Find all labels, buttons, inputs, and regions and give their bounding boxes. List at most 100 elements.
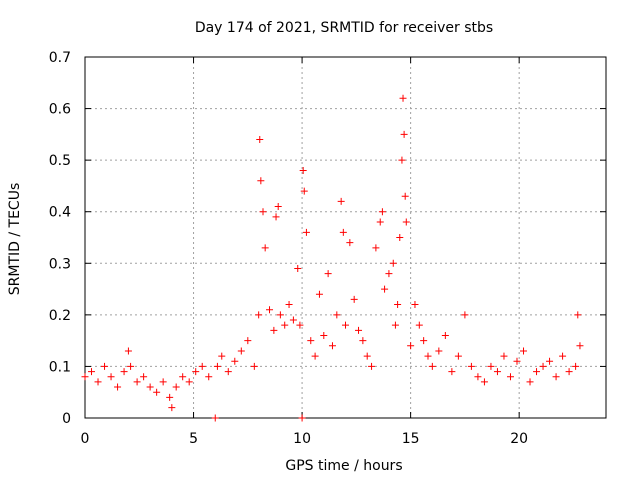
- y-tick-label: 0: [62, 411, 71, 427]
- data-point: [255, 311, 263, 319]
- data-point: [257, 177, 265, 185]
- data-point: [140, 373, 148, 381]
- data-point: [372, 244, 380, 252]
- data-point: [274, 203, 282, 211]
- data-point: [307, 337, 315, 345]
- data-point: [448, 368, 456, 376]
- data-point: [394, 301, 402, 309]
- y-tick-label: 0.6: [49, 102, 71, 118]
- data-point: [350, 295, 358, 303]
- data-point: [179, 373, 187, 381]
- data-point: [281, 321, 289, 329]
- x-axis-label: GPS time / hours: [285, 458, 402, 474]
- data-point: [94, 378, 102, 386]
- data-point: [493, 368, 501, 376]
- data-point: [480, 378, 488, 386]
- data-point: [315, 290, 323, 298]
- data-point: [166, 393, 174, 401]
- data-point: [107, 373, 115, 381]
- x-tick-label: 15: [402, 431, 420, 447]
- data-point: [400, 130, 408, 138]
- data-point: [127, 362, 135, 370]
- data-point: [376, 218, 384, 226]
- data-point: [435, 347, 443, 355]
- data-point: [320, 331, 328, 339]
- data-point: [224, 368, 232, 376]
- data-point: [355, 326, 363, 334]
- data-point: [428, 362, 436, 370]
- x-tick-label: 10: [293, 431, 311, 447]
- data-point: [576, 342, 584, 350]
- data-point: [359, 337, 367, 345]
- data-point: [399, 94, 407, 102]
- data-point: [270, 326, 278, 334]
- data-point: [261, 244, 269, 252]
- data-point: [474, 373, 482, 381]
- data-point: [411, 301, 419, 309]
- data-point: [192, 368, 200, 376]
- plot-frame: [84, 56, 607, 419]
- data-point: [461, 311, 469, 319]
- data-point: [398, 156, 406, 164]
- data-point: [424, 352, 432, 360]
- data-point: [363, 352, 371, 360]
- data-point: [168, 404, 176, 412]
- data-point: [311, 352, 319, 360]
- grid-layer: [85, 57, 606, 418]
- data-point: [299, 166, 307, 174]
- data-point: [378, 208, 386, 216]
- data-point: [153, 388, 161, 396]
- data-point: [467, 362, 475, 370]
- data-point: [500, 352, 508, 360]
- axis-layer: 0 0.1 0.2 0.3 0.4 0.5 0.6 0.7 0 5 10 15 20: [49, 50, 607, 447]
- data-point: [415, 321, 423, 329]
- data-point: [289, 316, 297, 324]
- data-point: [546, 357, 554, 365]
- data-point: [120, 368, 128, 376]
- data-point: [339, 228, 347, 236]
- data-point: [574, 311, 582, 319]
- data-point: [88, 368, 96, 376]
- data-point: [381, 285, 389, 293]
- x-tick-label: 5: [189, 431, 198, 447]
- data-point: [294, 264, 302, 272]
- data-point: [572, 362, 580, 370]
- data-point: [565, 368, 573, 376]
- data-point: [402, 218, 410, 226]
- data-point: [441, 331, 449, 339]
- data-point: [526, 378, 534, 386]
- data-point: [231, 357, 239, 365]
- data-point: [385, 270, 393, 278]
- data-point: [237, 347, 245, 355]
- data-point: [213, 362, 221, 370]
- data-point: [298, 414, 306, 422]
- data-point: [296, 321, 304, 329]
- data-point: [552, 373, 560, 381]
- data-point: [114, 383, 122, 391]
- data-point: [211, 414, 219, 422]
- data-point: [533, 368, 541, 376]
- data-point: [342, 321, 349, 329]
- data-point: [324, 270, 332, 278]
- data-point: [266, 306, 274, 314]
- data-point: [133, 378, 141, 386]
- y-tick-label: 0.1: [49, 359, 71, 375]
- data-point: [368, 362, 376, 370]
- data-point: [198, 362, 206, 370]
- data-point: [487, 362, 495, 370]
- data-point: [81, 373, 89, 381]
- data-point: [300, 187, 308, 195]
- data-point: [276, 311, 284, 319]
- data-point: [506, 373, 514, 381]
- data-point: [333, 311, 341, 319]
- data-point: [124, 347, 132, 355]
- data-point: [396, 234, 404, 241]
- data-point: [256, 136, 264, 144]
- data-point: [146, 383, 154, 391]
- data-point: [389, 259, 397, 267]
- data-point: [185, 378, 193, 386]
- y-tick-label: 0.4: [49, 205, 71, 221]
- data-point: [205, 373, 213, 381]
- data-point: [244, 337, 252, 345]
